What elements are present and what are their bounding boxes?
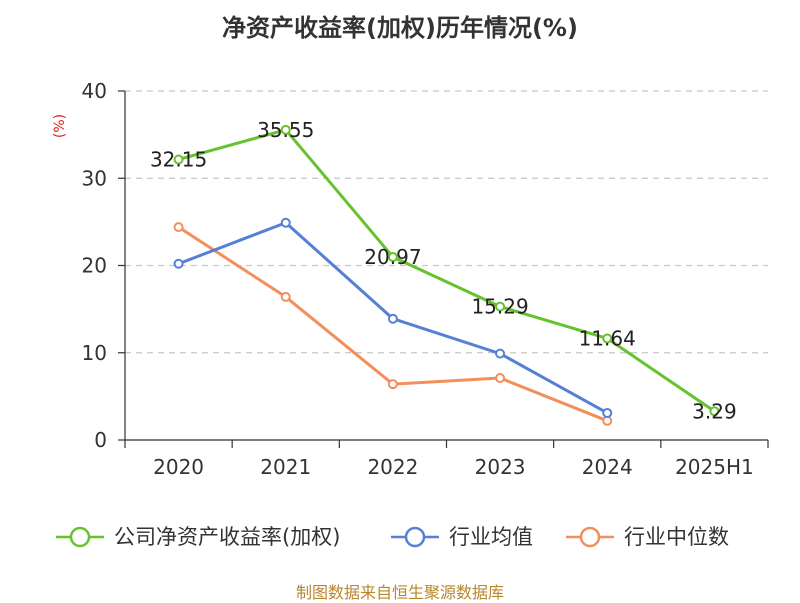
- data-labels: 32.15 35.55 20.97 15.29 11.64 3.29: [150, 118, 737, 423]
- axes: 0 10 20 30 40 2020 2021 2022 2023 2024 2025H1: [82, 79, 769, 479]
- data-label: 35.55: [257, 118, 314, 142]
- y-tick-label: 20: [82, 254, 107, 278]
- data-point: [280, 124, 291, 135]
- legend-marker: [404, 526, 426, 548]
- data-label: 3.29: [692, 399, 737, 423]
- source-note: 制图数据来自恒生聚源数据库: [295, 583, 504, 602]
- legend: 公司净资产收益率(加权) 行业均值 行业中位数: [56, 525, 729, 549]
- data-label: 15.29: [471, 295, 528, 319]
- legend-label: 行业均值: [449, 525, 533, 549]
- data-point: [280, 291, 291, 302]
- y-tick-label: 40: [82, 79, 107, 103]
- data-point: [495, 301, 506, 312]
- data-point: [495, 373, 506, 384]
- data-point: [173, 258, 184, 269]
- data-label: 11.64: [579, 326, 636, 350]
- x-tick-label: 2020: [153, 455, 204, 479]
- chart-title: 净资产收益率(加权)历年情况(%): [222, 14, 578, 42]
- legend-marker: [69, 526, 91, 548]
- data-point: [387, 313, 398, 324]
- y-tick-label: 10: [82, 341, 107, 365]
- x-tick-label: 2021: [260, 455, 311, 479]
- data-label: 32.15: [150, 147, 207, 171]
- data-point: [387, 379, 398, 390]
- data-point: [602, 407, 613, 418]
- data-point: [280, 217, 291, 228]
- x-tick-label: 2025H1: [675, 455, 754, 479]
- series-line: [178, 128, 716, 413]
- y-axis-label: (%): [52, 114, 68, 138]
- x-tick-label: 2022: [367, 455, 418, 479]
- y-tick-label: 30: [82, 166, 107, 190]
- y-tick-label: 0: [94, 428, 107, 452]
- grid-lines: [125, 90, 768, 354]
- data-point: [387, 252, 398, 263]
- data-point: [173, 222, 184, 233]
- series-lines: [173, 124, 720, 426]
- data-point: [602, 415, 613, 426]
- data-label: 20.97: [364, 245, 421, 269]
- data-point: [495, 348, 506, 359]
- x-tick-label: 2023: [475, 455, 526, 479]
- legend-label: 行业中位数: [624, 525, 729, 549]
- x-tick-label: 2024: [582, 455, 633, 479]
- legend-label: 公司净资产收益率(加权): [114, 525, 340, 549]
- legend-marker: [579, 526, 601, 548]
- data-point: [602, 333, 613, 344]
- data-point: [173, 154, 184, 165]
- data-point: [709, 406, 720, 417]
